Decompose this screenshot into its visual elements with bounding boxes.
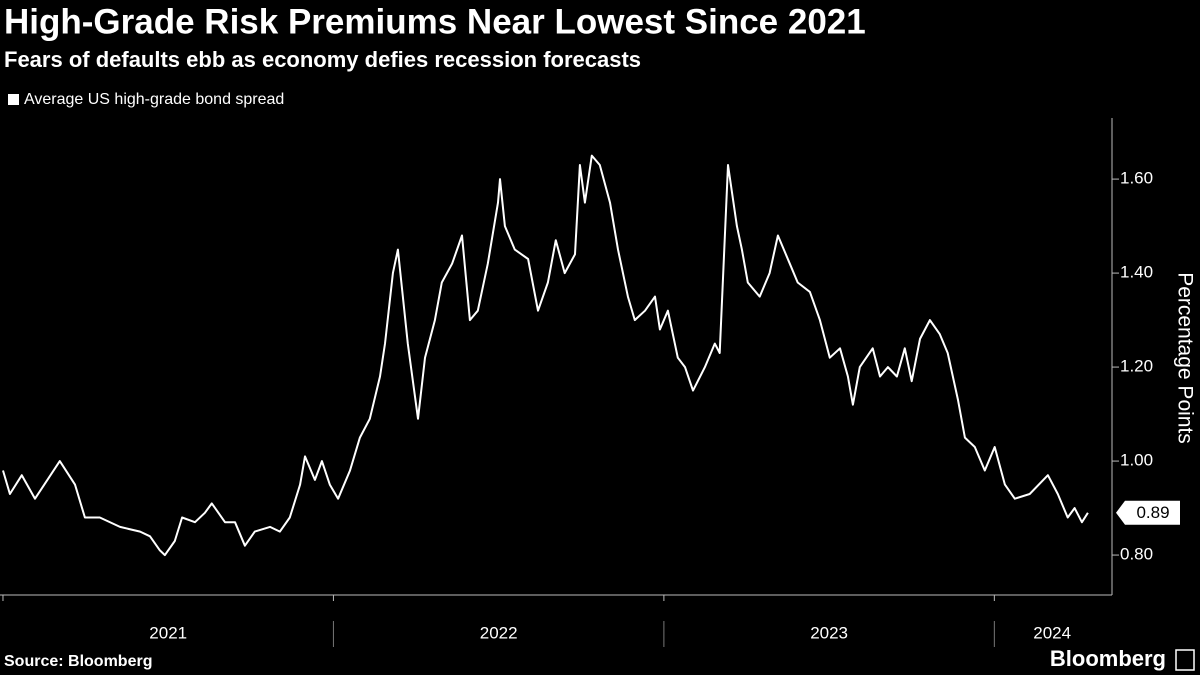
y-tick-label: 1.00 xyxy=(1120,451,1153,470)
brand: Bloomberg xyxy=(1050,646,1166,671)
legend-swatch xyxy=(8,94,19,105)
y-tick-label: 1.20 xyxy=(1120,357,1153,376)
chart-subtitle: Fears of defaults ebb as economy defies … xyxy=(4,47,641,72)
brand-icon xyxy=(1175,649,1195,671)
x-tick-label: 2023 xyxy=(810,623,848,642)
x-tick-label: 2022 xyxy=(480,623,518,642)
y-axis-label: Percentage Points xyxy=(1173,272,1196,444)
last-value-box xyxy=(1116,500,1180,525)
x-tick-label: 2021 xyxy=(149,623,187,642)
line xyxy=(2,154,1089,557)
y-tick-label: 1.40 xyxy=(1120,263,1153,282)
last-value-label: 0.89 xyxy=(1136,503,1169,522)
y-tick-label: 0.80 xyxy=(1120,545,1153,564)
source: Source: Bloomberg xyxy=(4,653,152,670)
y-tick-label: 1.60 xyxy=(1120,169,1153,188)
chart-title: High-Grade Risk Premiums Near Lowest Sin… xyxy=(4,2,866,41)
x-tick-label: 2024 xyxy=(1033,623,1071,642)
legend-label: Average US high-grade bond spread xyxy=(24,91,284,108)
